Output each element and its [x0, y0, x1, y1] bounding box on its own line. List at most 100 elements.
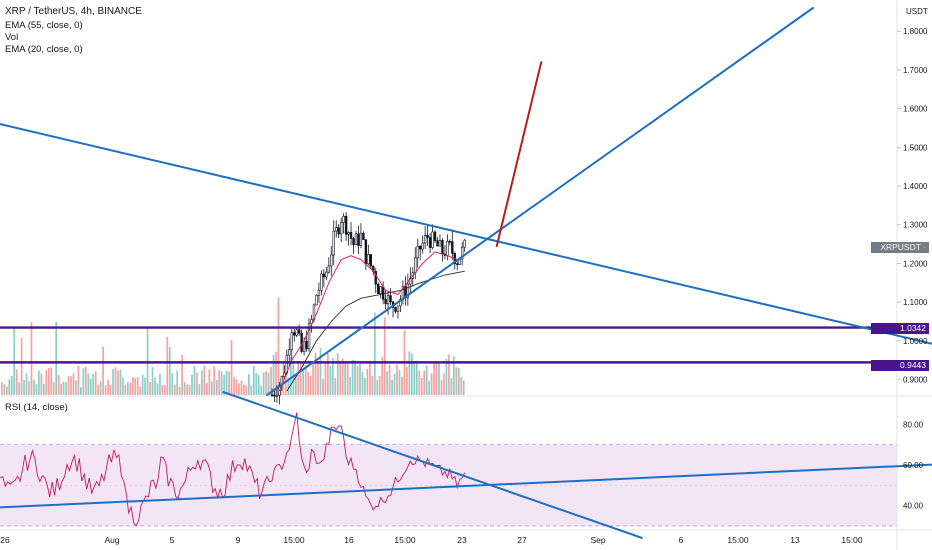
volume-bar: [248, 374, 250, 395]
volume-bar: [304, 365, 307, 395]
volume-bar: [50, 367, 53, 395]
price-tick-label: 0.9000: [903, 376, 928, 385]
volume-bar: [139, 386, 142, 395]
volume-bar: [235, 379, 238, 395]
time-tick-label: 15:00: [394, 535, 416, 545]
volume-bar: [92, 373, 95, 395]
volume-bar: [327, 353, 329, 395]
volume-bar: [210, 381, 213, 395]
candle-body: [381, 286, 385, 300]
volume-bar: [336, 353, 339, 395]
volume-bar: [201, 370, 203, 395]
legend-ema-20[interactable]: EMA (20, close, 0): [5, 44, 83, 55]
volume-bar: [62, 381, 65, 395]
volume-bar: [272, 354, 275, 395]
volume-bar: [23, 379, 25, 395]
currency-label: USDT: [906, 7, 928, 16]
price-tick-label: 1.4000: [903, 182, 928, 191]
legend-ema-55[interactable]: EMA (55, close, 0): [5, 20, 83, 31]
volume-bar: [171, 373, 174, 395]
volume-bar: [52, 381, 55, 395]
volume-bar: [223, 374, 225, 395]
volume-bar: [134, 378, 137, 395]
candle-body: [364, 239, 368, 265]
candle-body: [295, 329, 298, 336]
time-tick-label: 13: [790, 535, 800, 545]
volume-bar: [341, 358, 344, 395]
candle-body: [330, 254, 333, 267]
volume-bar: [196, 372, 198, 395]
volume-bar: [168, 347, 171, 395]
volume-bar: [324, 363, 327, 395]
volume-bar: [457, 368, 460, 395]
volume-bar: [307, 372, 309, 395]
volume-bar: [411, 353, 413, 395]
volume-bar: [186, 384, 188, 395]
drawings-layer[interactable]: [0, 7, 932, 540]
candle-body: [421, 242, 424, 250]
candle-body: [288, 349, 291, 356]
volume-bar: [401, 376, 403, 395]
candle-body: [325, 271, 328, 278]
time-tick-label: 16: [344, 535, 354, 545]
rsi-tick-label: 80.00: [903, 420, 924, 429]
volume-bar: [460, 376, 463, 395]
candle-body: [433, 231, 437, 241]
chart-title: XRP / TetherUS, 4h, BINANCE: [5, 6, 142, 17]
volume-bar: [351, 359, 354, 395]
trendline-ascending[interactable]: [266, 7, 814, 396]
volume-bar: [220, 371, 223, 395]
volume-bar: [369, 362, 371, 395]
candle-body: [389, 295, 392, 303]
time-tick-label: Aug: [104, 535, 119, 545]
price-tick-label: 1.0000: [903, 337, 928, 346]
volume-bar: [294, 376, 297, 395]
candle-body: [332, 230, 335, 256]
volume-bar: [183, 382, 186, 395]
rsi-trendline-1[interactable]: [222, 390, 643, 540]
volume-bar: [359, 364, 361, 395]
volume-bar: [285, 374, 287, 395]
candle-body: [293, 332, 296, 336]
volume-bar: [15, 369, 18, 395]
volume-bar: [371, 375, 374, 395]
volume-bar: [213, 366, 216, 395]
volume-bar: [33, 379, 35, 395]
trendline-descending[interactable]: [0, 112, 932, 364]
legend-vol[interactable]: Vol: [5, 32, 19, 43]
volume-bar: [381, 357, 384, 395]
volume-bar: [38, 370, 40, 395]
volume-bar: [70, 376, 72, 395]
candle-body: [377, 283, 380, 294]
volume-bar: [97, 384, 100, 395]
time-tick-label: 15:00: [283, 535, 305, 545]
volume-bar: [178, 386, 181, 395]
volume-layer: [1, 297, 465, 395]
candle-body: [396, 305, 400, 312]
candle-body: [359, 232, 363, 246]
volume-bar: [67, 376, 70, 395]
candle-body: [386, 295, 390, 305]
volume-bar: [282, 361, 285, 395]
volume-bar: [346, 363, 349, 395]
symbol-label: XRPUSDT: [880, 242, 921, 252]
rsi-trendline-2[interactable]: [0, 461, 932, 510]
candle-body: [315, 295, 318, 306]
volume-bar: [89, 378, 92, 395]
volume-bar: [396, 364, 398, 395]
volume-bar: [206, 383, 208, 395]
candle-body: [335, 227, 338, 232]
volume-bar: [1, 382, 3, 395]
candle-body: [302, 341, 306, 352]
volume-bar: [391, 379, 393, 395]
candle-body: [305, 341, 308, 350]
time-tick-label: 9: [236, 535, 241, 545]
volume-bar: [144, 377, 146, 395]
legend-rsi[interactable]: RSI (14, close): [5, 402, 68, 413]
rsi-band-layer: [0, 444, 897, 527]
level-1-badge: 1.0342: [871, 323, 929, 334]
volume-bar: [80, 386, 82, 395]
volume-bar: [378, 375, 381, 395]
trendline-projection[interactable]: [495, 61, 543, 248]
